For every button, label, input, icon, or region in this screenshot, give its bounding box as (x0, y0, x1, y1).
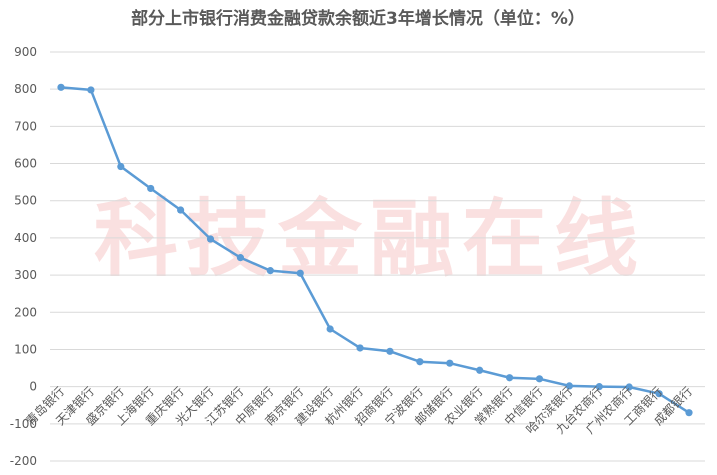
data-point (416, 358, 424, 366)
data-point (476, 366, 484, 374)
data-point (326, 325, 334, 333)
chart-title: 部分上市银行消费金融贷款余额近3年增长情况（单位：%） (131, 8, 585, 29)
series-line (57, 83, 693, 417)
y-tick-label: 500 (14, 194, 37, 208)
data-point (505, 374, 514, 382)
data-point (356, 344, 364, 352)
data-point (386, 347, 394, 355)
y-tick-label: 100 (14, 342, 37, 356)
data-point (177, 206, 185, 214)
data-point (595, 383, 603, 391)
y-tick-label: 700 (14, 119, 37, 133)
data-point (87, 86, 95, 94)
y-tick-label: 800 (14, 82, 37, 96)
data-point (57, 83, 65, 91)
y-tick-label: 300 (14, 268, 37, 282)
gridlines (50, 51, 705, 462)
data-point (296, 269, 304, 277)
y-tick-label: -200 (10, 454, 37, 468)
y-tick-label: 400 (14, 231, 37, 245)
x-axis: 青岛银行天津银行盛京银行上海银行重庆银行光大银行江苏银行中原银行南京银行建设银行… (23, 384, 696, 437)
y-tick-label: 600 (14, 157, 37, 171)
data-point (147, 184, 155, 193)
y-tick-label: 900 (14, 45, 37, 59)
y-tick-label: -100 (10, 417, 37, 431)
data-point (565, 382, 573, 390)
series-line-path (60, 86, 690, 414)
y-tick-label: 0 (29, 380, 37, 394)
data-point (685, 409, 693, 417)
data-point (625, 383, 633, 391)
data-point (535, 375, 544, 383)
y-axis: -200 -100 0 100 200 300 400 500 600 700 800 900 (10, 45, 37, 468)
y-tick-label: 200 (14, 305, 37, 319)
data-point (446, 359, 454, 367)
data-point (206, 235, 215, 243)
data-point (117, 162, 125, 171)
data-point (266, 267, 274, 275)
data-point (655, 390, 663, 398)
watermark: 科技金融在线 (94, 190, 646, 288)
data-point (236, 254, 245, 262)
